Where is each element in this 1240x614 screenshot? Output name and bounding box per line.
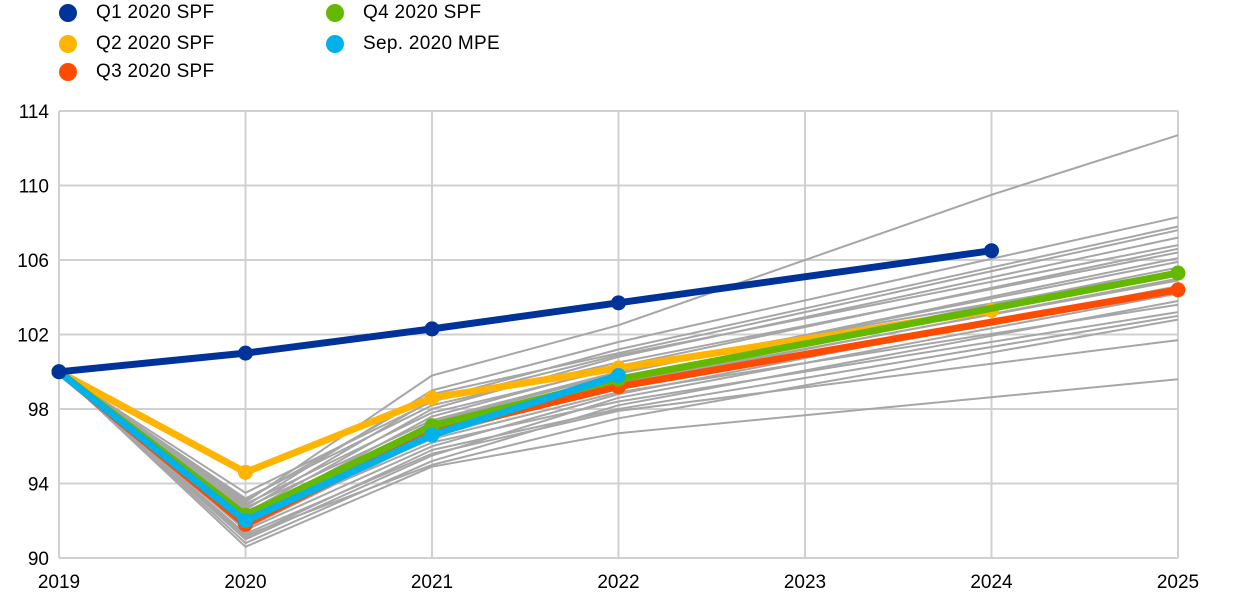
series-point-sep-2020-mpe-2021 [424,427,440,443]
series-point-q3-2020-spf-2025 [1170,282,1186,298]
y-tick-label-90: 90 [28,549,49,570]
legend-marker-q1 [59,4,77,22]
x-tick-label-2023: 2023 [784,572,826,593]
y-tick-label-98: 98 [28,400,49,421]
x-tick-label-2021: 2021 [411,572,453,593]
x-tick-label-2024: 2024 [970,572,1013,593]
x-tick-label-2022: 2022 [597,572,639,593]
legend-marker-q3 [59,63,77,81]
y-tick-label-94: 94 [28,475,50,496]
series-point-q4-2020-spf-2025 [1170,265,1186,281]
y-tick-label-106: 106 [17,251,49,272]
legend-marker-q2 [59,35,77,53]
legend-marker-q4 [326,4,344,22]
individual-forecast-line-16 [58,339,1179,535]
series-line-sep-2020-mpe [55,368,622,525]
x-tick-label-2019: 2019 [38,572,80,593]
legend-marker-mpe [326,35,344,53]
series-point-q1-2020-spf-2019 [51,364,67,380]
series-point-q1-2020-spf-2020 [238,345,253,361]
individual-forecast-line-1 [58,300,1179,545]
x-tick-label-2025: 2025 [1157,572,1199,593]
y-tick-label-110: 110 [19,177,49,198]
legend-label-mpe: Sep. 2020 MPE [363,33,500,54]
series-point-q1-2020-spf-2022 [611,295,626,311]
individual-forecast-line-12 [58,134,1179,504]
legend-label-q3: Q3 2020 SPF [96,61,215,82]
chart-axes: 90 94 98 102 106 110 114 2019 2020 2021 2022 2023 20… [17,102,1199,593]
series-point-q1-2020-spf-2024 [984,243,999,259]
series-point-sep-2020-mpe-2022 [611,367,626,383]
legend-label-q4: Q4 2020 SPF [363,2,482,23]
series-point-q1-2020-spf-2021 [424,321,440,337]
x-tick-label-2020: 2020 [224,572,266,593]
y-tick-label-114: 114 [19,102,50,123]
legend-label-q1: Q1 2020 SPF [96,2,215,23]
individual-forecast-line-15 [58,371,1179,548]
highlighted-series [51,243,1186,532]
individual-forecast-line-23 [58,314,1179,539]
series-point-q2-2020-spf-2021 [424,390,440,406]
y-tick-label-102: 102 [17,326,49,347]
legend-label-q2: Q2 2020 SPF [96,33,215,54]
series-point-q2-2020-spf-2020 [238,464,253,480]
series-point-sep-2020-mpe-2020 [238,513,253,529]
